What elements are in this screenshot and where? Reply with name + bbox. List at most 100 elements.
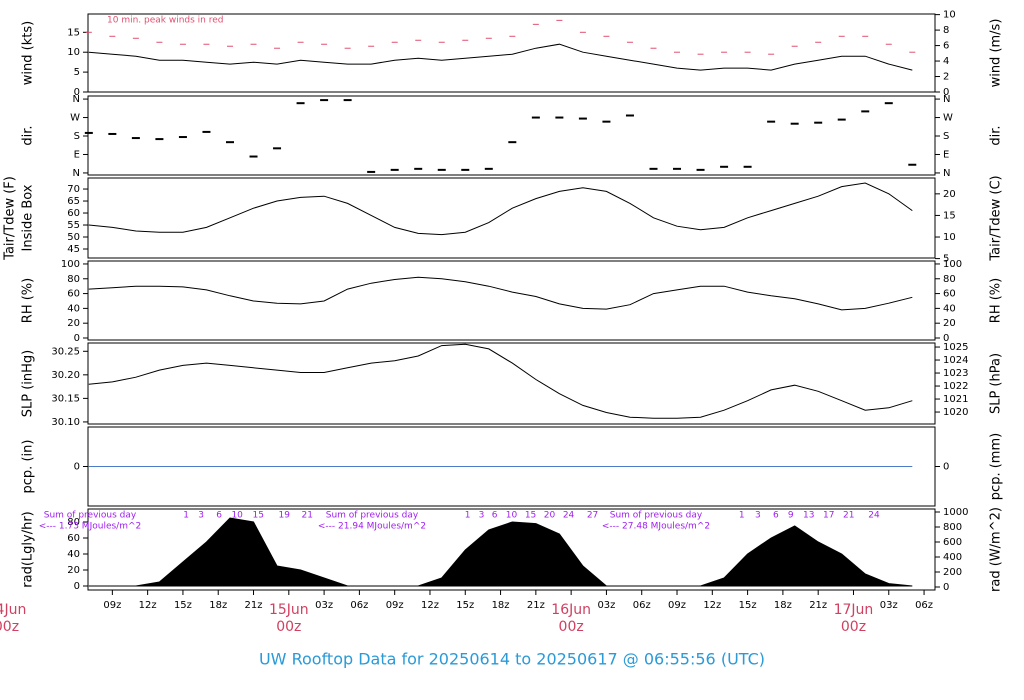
hour-mark: 20 xyxy=(544,511,556,521)
day-sublabel: 00z xyxy=(276,619,301,635)
day-sublabel: 00z xyxy=(841,619,866,635)
y-tick-label: 40 xyxy=(67,303,80,314)
x-tick-label: 09z xyxy=(103,600,121,611)
hour-mark: 13 xyxy=(803,511,814,521)
y-tick-label: 55 xyxy=(67,220,80,231)
x-tick-label: 15z xyxy=(174,600,192,611)
x-tick-label: 06z xyxy=(633,600,651,611)
panel-frame xyxy=(87,260,936,341)
y-tick-label: 5 xyxy=(74,67,80,78)
y-tick-label: 80 xyxy=(67,517,80,528)
y2-axis-label: pcp. (mm) xyxy=(989,433,1004,500)
y-tick-label: 30.15 xyxy=(51,393,80,404)
y2-tick-label: 200 xyxy=(943,567,962,578)
y2-tick-label: 600 xyxy=(943,537,962,548)
chart-title: UW Rooftop Data for 20250614 to 20250617… xyxy=(259,650,765,669)
y2-tick-label: 800 xyxy=(943,522,962,533)
x-tick-label: 09z xyxy=(668,600,686,611)
y-axis-label: Tair/Tdew (F) xyxy=(3,176,18,261)
day-label: 15Jun xyxy=(269,602,309,618)
y2-tick-label: 10 xyxy=(943,232,956,243)
y2-tick-label: 5 xyxy=(943,254,949,265)
daily-sum-value: <--- 21.94 MJoules/m^2 xyxy=(318,522,426,532)
y2-axis-label: dir. xyxy=(989,125,1004,145)
hour-mark: 10 xyxy=(231,511,243,521)
hour-mark: 24 xyxy=(563,511,575,521)
y2-tick-label: 0 xyxy=(943,87,949,98)
series-line xyxy=(88,276,913,311)
y-tick-label: 30.25 xyxy=(51,346,80,357)
hour-mark: 6 xyxy=(216,511,222,521)
x-tick-label: 03z xyxy=(880,600,898,611)
y-tick-label: W xyxy=(70,113,80,124)
x-tick-label: 09z xyxy=(386,600,404,611)
y2-tick-label: 1000 xyxy=(943,507,968,518)
hour-mark: 17 xyxy=(823,511,834,521)
y2-tick-label: S xyxy=(943,131,949,142)
daily-sum-title: Sum of previous day xyxy=(44,511,137,521)
day-sublabel: 00z xyxy=(559,619,584,635)
y-tick-label: 45 xyxy=(67,244,80,255)
y2-tick-label: 15 xyxy=(943,210,956,221)
hour-mark: 15 xyxy=(525,511,536,521)
x-tick-label: 21z xyxy=(527,600,545,611)
y2-tick-label: 10 xyxy=(943,10,956,21)
y-axis-label: wind (kts) xyxy=(21,21,36,85)
y2-tick-label: W xyxy=(943,113,953,124)
y-tick-label: 20 xyxy=(67,318,80,329)
y-axis-label: RH (%) xyxy=(21,278,36,323)
y2-tick-label: N xyxy=(943,94,950,105)
hour-mark: 1 xyxy=(739,511,745,521)
y-tick-label: 100 xyxy=(61,259,80,270)
x-tick-label: 21z xyxy=(245,600,263,611)
daily-sum-title: Sum of previous day xyxy=(326,511,419,521)
day-sublabel: 00z xyxy=(0,619,19,635)
y-axis-sublabel: Inside Box xyxy=(21,184,36,251)
day-label: 14Jun xyxy=(0,602,26,618)
x-tick-label: 12z xyxy=(421,600,439,611)
y2-tick-label: 0 xyxy=(943,462,949,473)
y2-tick-label: 6 xyxy=(943,41,949,52)
hour-mark: 10 xyxy=(506,511,518,521)
y-tick-label: 15 xyxy=(67,27,80,38)
x-tick-label: 21z xyxy=(809,600,827,611)
y2-tick-label: 1021 xyxy=(943,394,968,405)
daily-sum-value: <--- 1.73 MJoules/m^2 xyxy=(39,522,141,532)
y2-tick-label: 80 xyxy=(943,274,956,285)
day-label: 17Jun xyxy=(834,602,874,618)
x-tick-label: 06z xyxy=(915,600,933,611)
panel-frame xyxy=(87,508,936,591)
y2-axis-label: rad (W/m^2) xyxy=(989,507,1004,592)
y-tick-label: 60 xyxy=(67,533,80,544)
panel-frame xyxy=(87,13,936,93)
x-tick-label: 12z xyxy=(139,600,157,611)
daily-sum-title: Sum of previous day xyxy=(610,511,703,521)
y2-axis-label: Tair/Tdew (C) xyxy=(989,175,1004,261)
hour-mark: 3 xyxy=(479,511,485,521)
y-tick-label: 0 xyxy=(74,87,80,98)
y2-tick-label: 0 xyxy=(943,333,949,344)
y-tick-label: 80 xyxy=(67,274,80,285)
y-tick-label: 10 xyxy=(67,47,80,58)
x-tick-label: 18z xyxy=(774,600,792,611)
hour-mark: 3 xyxy=(198,511,204,521)
y-tick-label: E xyxy=(74,149,80,160)
panel-frame xyxy=(87,95,936,176)
hour-mark: 1 xyxy=(183,511,189,521)
y2-tick-label: N xyxy=(943,168,950,179)
y-tick-label: N xyxy=(73,94,80,105)
y2-tick-label: E xyxy=(943,149,949,160)
series-line xyxy=(88,182,913,236)
y-tick-label: 0 xyxy=(74,333,80,344)
hour-mark: 15 xyxy=(252,511,263,521)
y2-tick-label: 400 xyxy=(943,552,962,563)
y-tick-label: 40 xyxy=(67,549,80,560)
y-axis-label: rad(Lgly/hr) xyxy=(21,511,36,587)
y2-tick-label: 1025 xyxy=(943,342,968,353)
y-tick-label: 60 xyxy=(67,208,80,219)
y2-axis-label: wind (m/s) xyxy=(989,19,1004,88)
hour-mark: 19 xyxy=(278,511,290,521)
y-tick-label: 70 xyxy=(67,184,80,195)
y-tick-label: S xyxy=(74,131,80,142)
